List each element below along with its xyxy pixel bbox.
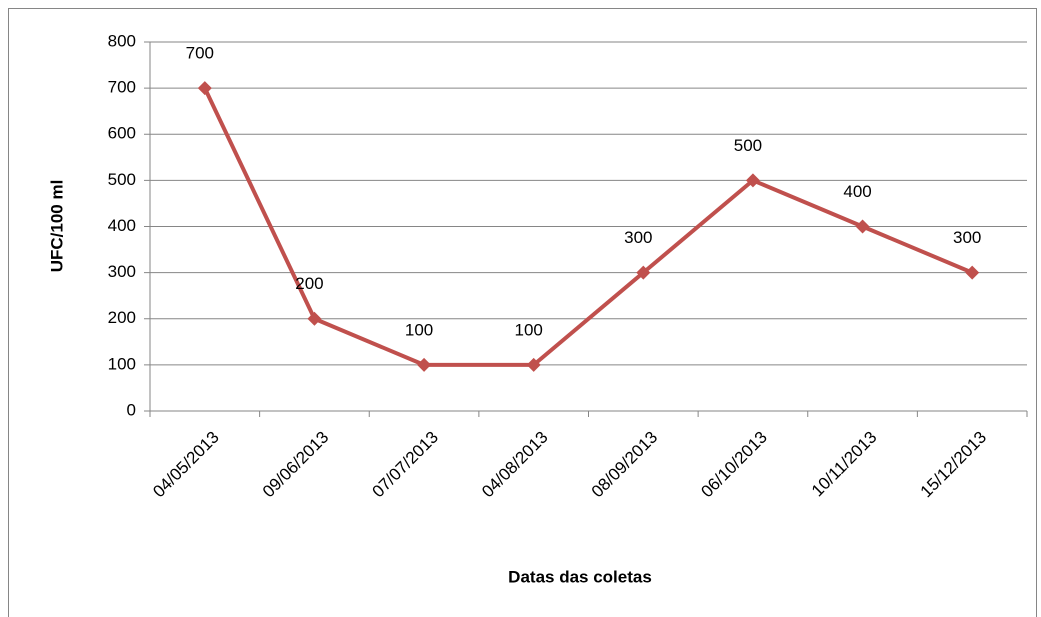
data-marker [197,81,212,96]
x-tick-label: 07/07/2013 [368,428,442,502]
data-marker [417,357,432,372]
x-tick-label: 04/08/2013 [478,428,552,502]
data-label: 300 [953,228,981,247]
y-tick-label: 400 [108,216,136,235]
data-label: 200 [295,274,323,293]
y-tick-label: 0 [127,400,136,419]
y-tick-label: 800 [108,31,136,50]
y-tick-label: 300 [108,262,136,281]
y-tick-label: 100 [108,354,136,373]
x-tick-label: 08/09/2013 [588,428,662,502]
data-label: 700 [186,44,214,63]
y-axis-title: UFC/100 ml [47,180,66,273]
data-marker [745,173,760,188]
data-marker [965,265,980,280]
y-tick-label: 600 [108,124,136,143]
data-marker [855,219,870,234]
data-marker [307,311,322,326]
data-line [203,87,973,367]
data-label: 300 [624,228,652,247]
data-label: 400 [843,182,871,201]
x-tick-label: 10/11/2013 [808,428,881,501]
y-tick-label: 200 [108,308,136,327]
data-label: 500 [734,136,762,155]
y-tick-label: 700 [108,78,136,97]
x-tick-label: 06/10/2013 [697,428,771,502]
x-tick-label: 04/05/2013 [149,428,223,502]
chart-frame [8,8,1037,617]
x-axis-title: Datas das coletas [508,567,652,586]
data-marker [526,357,541,372]
data-label: 100 [515,320,543,339]
y-tick-label: 500 [108,170,136,189]
x-tick-label: 15/12/2013 [917,428,991,502]
x-tick-label: 09/06/2013 [259,428,333,502]
data-label: 100 [405,320,433,339]
data-marker [636,265,651,280]
